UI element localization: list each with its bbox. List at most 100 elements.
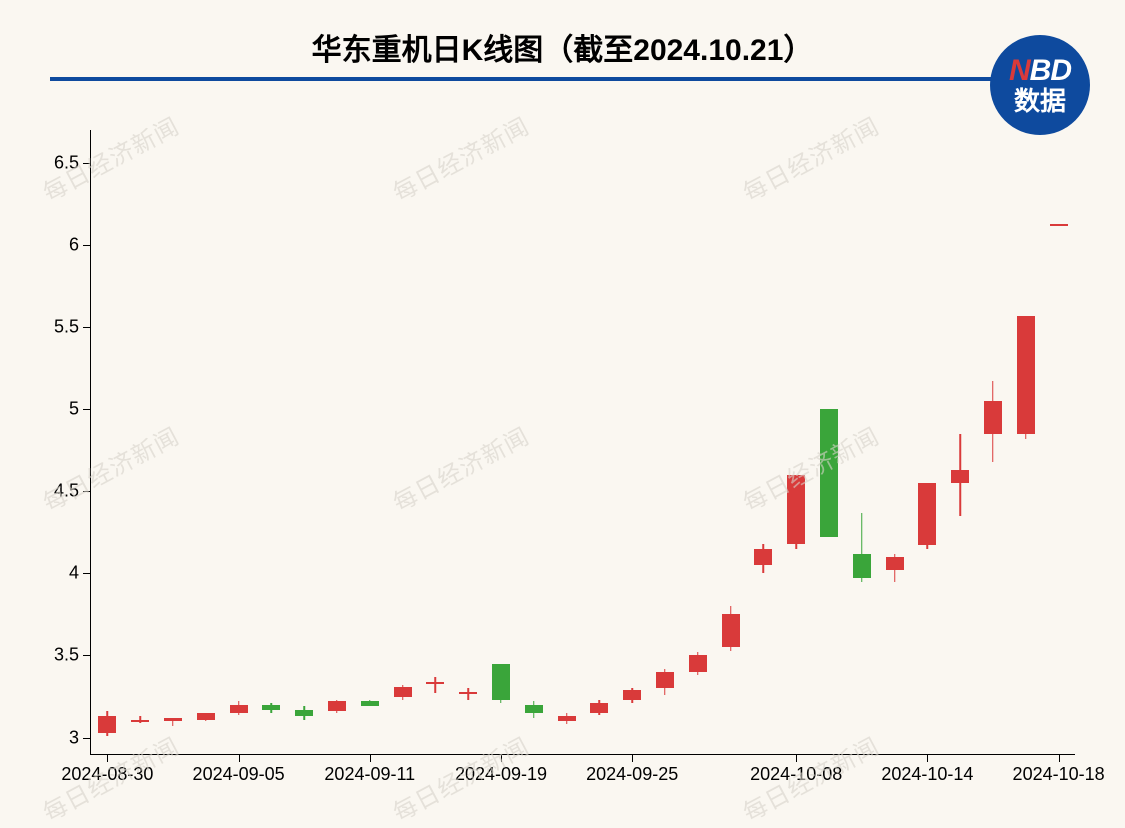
- x-axis-label: 2024-09-19: [455, 764, 547, 785]
- y-axis-label: 5: [69, 399, 79, 420]
- candle: [951, 130, 969, 754]
- candle-body: [886, 557, 904, 570]
- logo-letter-b: B: [1030, 54, 1051, 87]
- candle-body: [328, 701, 346, 711]
- candle: [262, 130, 280, 754]
- y-tick: [83, 163, 91, 164]
- candle: [689, 130, 707, 754]
- candle-body: [426, 682, 444, 684]
- candle-body: [722, 614, 740, 647]
- candle: [131, 130, 149, 754]
- y-tick: [83, 245, 91, 246]
- candle-body: [787, 475, 805, 544]
- y-tick: [83, 655, 91, 656]
- candle-body: [951, 470, 969, 483]
- candle: [623, 130, 641, 754]
- candle: [426, 130, 444, 754]
- y-axis-label: 3: [69, 727, 79, 748]
- candle: [361, 130, 379, 754]
- candle: [164, 130, 182, 754]
- candle: [328, 130, 346, 754]
- candle-wick: [435, 677, 437, 693]
- nbd-logo-sub: 数据: [1014, 88, 1066, 114]
- candle: [1050, 130, 1068, 754]
- y-tick: [83, 409, 91, 410]
- candle-body: [853, 554, 871, 579]
- candle-body: [623, 690, 641, 700]
- nbd-logo-text: NBD: [1009, 56, 1071, 86]
- y-tick: [83, 491, 91, 492]
- candle-body: [492, 664, 510, 700]
- x-axis-label: 2024-09-05: [193, 764, 285, 785]
- candle-body: [230, 705, 248, 713]
- title-area: 华东重机日K线图（截至2024.10.21）: [0, 0, 1125, 93]
- candle-body: [918, 483, 936, 545]
- x-tick: [1059, 754, 1060, 762]
- x-axis-label: 2024-10-18: [1013, 764, 1105, 785]
- y-axis-label: 6: [69, 234, 79, 255]
- candle: [459, 130, 477, 754]
- candle: [820, 130, 838, 754]
- candle-body: [1050, 224, 1068, 226]
- logo-letter-d: D: [1050, 54, 1071, 87]
- candle-body: [459, 692, 477, 694]
- x-axis-label: 2024-10-08: [750, 764, 842, 785]
- candle-body: [590, 703, 608, 713]
- y-axis-label: 3.5: [54, 645, 79, 666]
- candle: [197, 130, 215, 754]
- candle: [295, 130, 313, 754]
- x-tick: [796, 754, 797, 762]
- chart-title: 华东重机日K线图（截至2024.10.21）: [50, 25, 1075, 69]
- title-underline: [50, 77, 1000, 81]
- y-axis-label: 5.5: [54, 317, 79, 338]
- candle: [1017, 130, 1035, 754]
- candle: [590, 130, 608, 754]
- candle: [230, 130, 248, 754]
- y-tick: [83, 573, 91, 574]
- x-axis-label: 2024-10-14: [881, 764, 973, 785]
- candle: [853, 130, 871, 754]
- x-tick: [501, 754, 502, 762]
- candle-body: [689, 655, 707, 671]
- candle: [984, 130, 1002, 754]
- plot-area: 33.544.555.566.52024-08-302024-09-052024…: [90, 130, 1075, 755]
- candle: [98, 130, 116, 754]
- x-axis-label: 2024-09-11: [324, 764, 415, 785]
- nbd-logo-badge: NBD 数据: [990, 35, 1090, 135]
- y-axis-label: 4.5: [54, 481, 79, 502]
- logo-letter-n: N: [1009, 54, 1030, 87]
- candle-wick: [467, 688, 469, 699]
- x-tick: [927, 754, 928, 762]
- x-axis-label: 2024-08-30: [61, 764, 153, 785]
- candle: [787, 130, 805, 754]
- candle: [918, 130, 936, 754]
- x-tick: [239, 754, 240, 762]
- candle: [754, 130, 772, 754]
- candle-body: [361, 701, 379, 706]
- candle: [886, 130, 904, 754]
- candle-body: [656, 672, 674, 688]
- candle-body: [394, 687, 412, 697]
- candle-body: [754, 549, 772, 565]
- candle-body: [820, 409, 838, 537]
- candle-body: [98, 716, 116, 732]
- candle: [492, 130, 510, 754]
- candle-body: [131, 720, 149, 722]
- x-axis-label: 2024-09-25: [586, 764, 678, 785]
- candle-body: [295, 710, 313, 717]
- x-tick: [370, 754, 371, 762]
- x-tick: [107, 754, 108, 762]
- candle: [394, 130, 412, 754]
- candle-body: [164, 718, 182, 721]
- y-tick: [83, 738, 91, 739]
- x-tick: [632, 754, 633, 762]
- y-tick: [83, 327, 91, 328]
- y-axis-label: 6.5: [54, 152, 79, 173]
- candle-body: [525, 705, 543, 713]
- chart-container: 33.544.555.566.52024-08-302024-09-052024…: [50, 110, 1085, 795]
- candle: [558, 130, 576, 754]
- candle-body: [262, 705, 280, 710]
- candle: [525, 130, 543, 754]
- candle-body: [984, 401, 1002, 434]
- candle-body: [558, 716, 576, 721]
